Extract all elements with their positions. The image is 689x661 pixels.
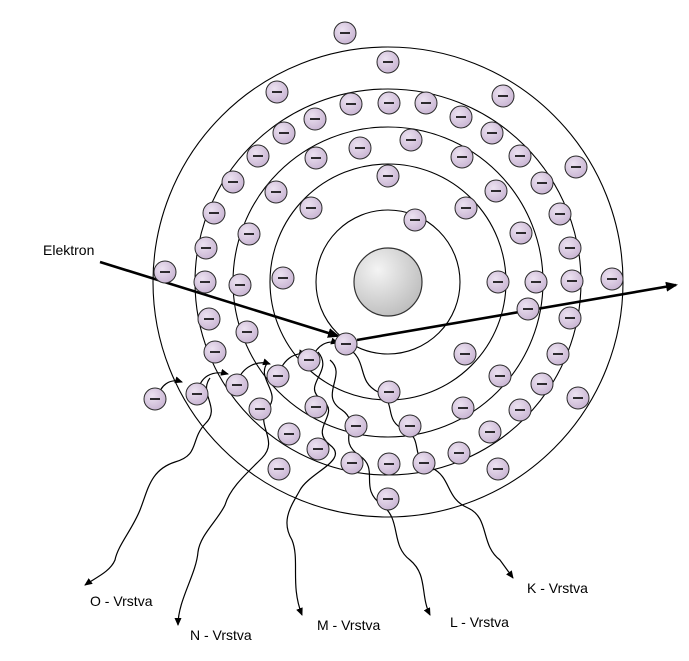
electron-circle-minus-icon xyxy=(333,21,357,45)
electron-circle-minus-icon xyxy=(304,395,328,419)
electron-circle-minus-icon xyxy=(266,364,290,388)
electron-circle-minus-icon xyxy=(194,236,218,260)
electron-circle-minus-icon xyxy=(560,269,584,293)
scattered-electron-arrow-icon xyxy=(356,281,678,342)
electron-circle-minus-icon xyxy=(303,107,327,131)
electron-circle-minus-icon xyxy=(221,170,245,194)
electron-circle-minus-icon xyxy=(524,270,548,294)
orbit-k xyxy=(315,209,461,355)
electron-circle-minus-icon xyxy=(600,267,624,291)
electron-circle-minus-icon xyxy=(304,146,328,170)
electron-circle-minus-icon xyxy=(508,144,532,168)
electron-circle-minus-icon xyxy=(248,397,272,421)
electron-circle-minus-icon xyxy=(264,180,288,204)
electron-circle-minus-icon xyxy=(530,372,554,396)
electron-circle-minus-icon xyxy=(376,487,400,511)
electron-circle-minus-icon xyxy=(185,382,209,406)
electron-circle-minus-icon xyxy=(486,270,510,294)
electron-circle-minus-icon xyxy=(237,222,261,246)
electron-circle-minus-icon xyxy=(193,270,217,294)
electron-circle-minus-icon xyxy=(558,236,582,260)
electron-group xyxy=(143,21,624,511)
emission-waves xyxy=(84,345,514,626)
wave-k-shell xyxy=(344,345,514,579)
electron-circle-minus-icon xyxy=(340,451,364,475)
k-shell-label: K - Vrstva xyxy=(527,580,588,596)
electron-circle-minus-icon xyxy=(484,179,508,203)
electron-circle-minus-icon xyxy=(271,266,295,290)
electron-circle-minus-icon xyxy=(453,342,477,366)
wave-l-shell xyxy=(329,359,431,616)
electron-circle-minus-icon xyxy=(486,457,510,481)
electron-circle-minus-icon xyxy=(376,164,400,188)
electron-circle-minus-icon xyxy=(564,155,588,179)
wave-o-shell xyxy=(84,377,212,586)
electron-circle-minus-icon xyxy=(516,297,540,321)
electron-circle-minus-icon xyxy=(246,144,270,168)
electron-circle-minus-icon xyxy=(491,84,515,108)
electron-circle-minus-icon xyxy=(143,387,167,411)
o-shell-label: O - Vrstva xyxy=(90,593,153,609)
electron-circle-minus-icon xyxy=(377,452,401,476)
electron-circle-minus-icon xyxy=(299,196,323,220)
electron-circle-minus-icon xyxy=(203,340,227,364)
electron-circle-minus-icon xyxy=(414,91,438,115)
electron-circle-minus-icon xyxy=(447,441,471,465)
electron-circle-minus-icon xyxy=(277,422,301,446)
electron-circle-minus-icon xyxy=(454,196,478,220)
electron-circle-minus-icon xyxy=(344,414,368,438)
electron-circle-minus-icon xyxy=(267,457,291,481)
electron-circle-minus-icon xyxy=(449,105,473,129)
electron-circle-minus-icon xyxy=(377,91,401,115)
electron-circle-minus-icon xyxy=(530,171,554,195)
electron-circle-minus-icon xyxy=(265,80,289,104)
electron-circle-minus-icon xyxy=(297,348,321,372)
electron-circle-minus-icon xyxy=(478,420,502,444)
electron-circle-minus-icon xyxy=(225,373,249,397)
l-shell-label: L - Vrstva xyxy=(450,614,509,630)
electron-circle-minus-icon xyxy=(306,437,330,461)
wave-m-shell xyxy=(286,351,337,616)
incoming-electron-label: Elektron xyxy=(43,242,94,258)
electron-circle-minus-icon xyxy=(376,50,400,74)
electron-circle-minus-icon xyxy=(398,414,422,438)
electron-circle-minus-icon xyxy=(412,451,436,475)
electron-circle-minus-icon xyxy=(450,145,474,169)
electron-circle-minus-icon xyxy=(153,260,177,284)
electron-circle-minus-icon xyxy=(480,121,504,145)
electron-circle-minus-icon xyxy=(235,320,259,344)
electron-circle-minus-icon xyxy=(403,208,427,232)
wave-n-shell xyxy=(174,361,273,626)
electron-circle-minus-icon xyxy=(339,92,363,116)
nucleus-sphere-icon xyxy=(353,247,423,317)
electron-circle-minus-icon xyxy=(197,307,221,331)
electron-circle-minus-icon xyxy=(334,332,358,356)
electron-circle-minus-icon xyxy=(548,202,572,226)
electron-circle-minus-icon xyxy=(566,386,590,410)
electron-circle-minus-icon xyxy=(272,121,296,145)
electron-circle-minus-icon xyxy=(228,273,252,297)
electron-circle-minus-icon xyxy=(377,380,401,404)
electron-circle-minus-icon xyxy=(508,398,532,422)
electron-circle-minus-icon xyxy=(451,396,475,420)
incoming-electron-arrow-icon xyxy=(99,260,340,338)
electron-circle-minus-icon xyxy=(488,364,512,388)
m-shell-label: M - Vrstva xyxy=(317,617,380,633)
electron-circle-minus-icon xyxy=(509,221,533,245)
electron-circle-minus-icon xyxy=(558,306,582,330)
electron-circle-minus-icon xyxy=(399,128,423,152)
n-shell-label: N - Vrstva xyxy=(190,627,252,643)
electron-circle-minus-icon xyxy=(546,342,570,366)
electron-circle-minus-icon xyxy=(348,136,372,160)
electron-circle-minus-icon xyxy=(202,201,226,225)
